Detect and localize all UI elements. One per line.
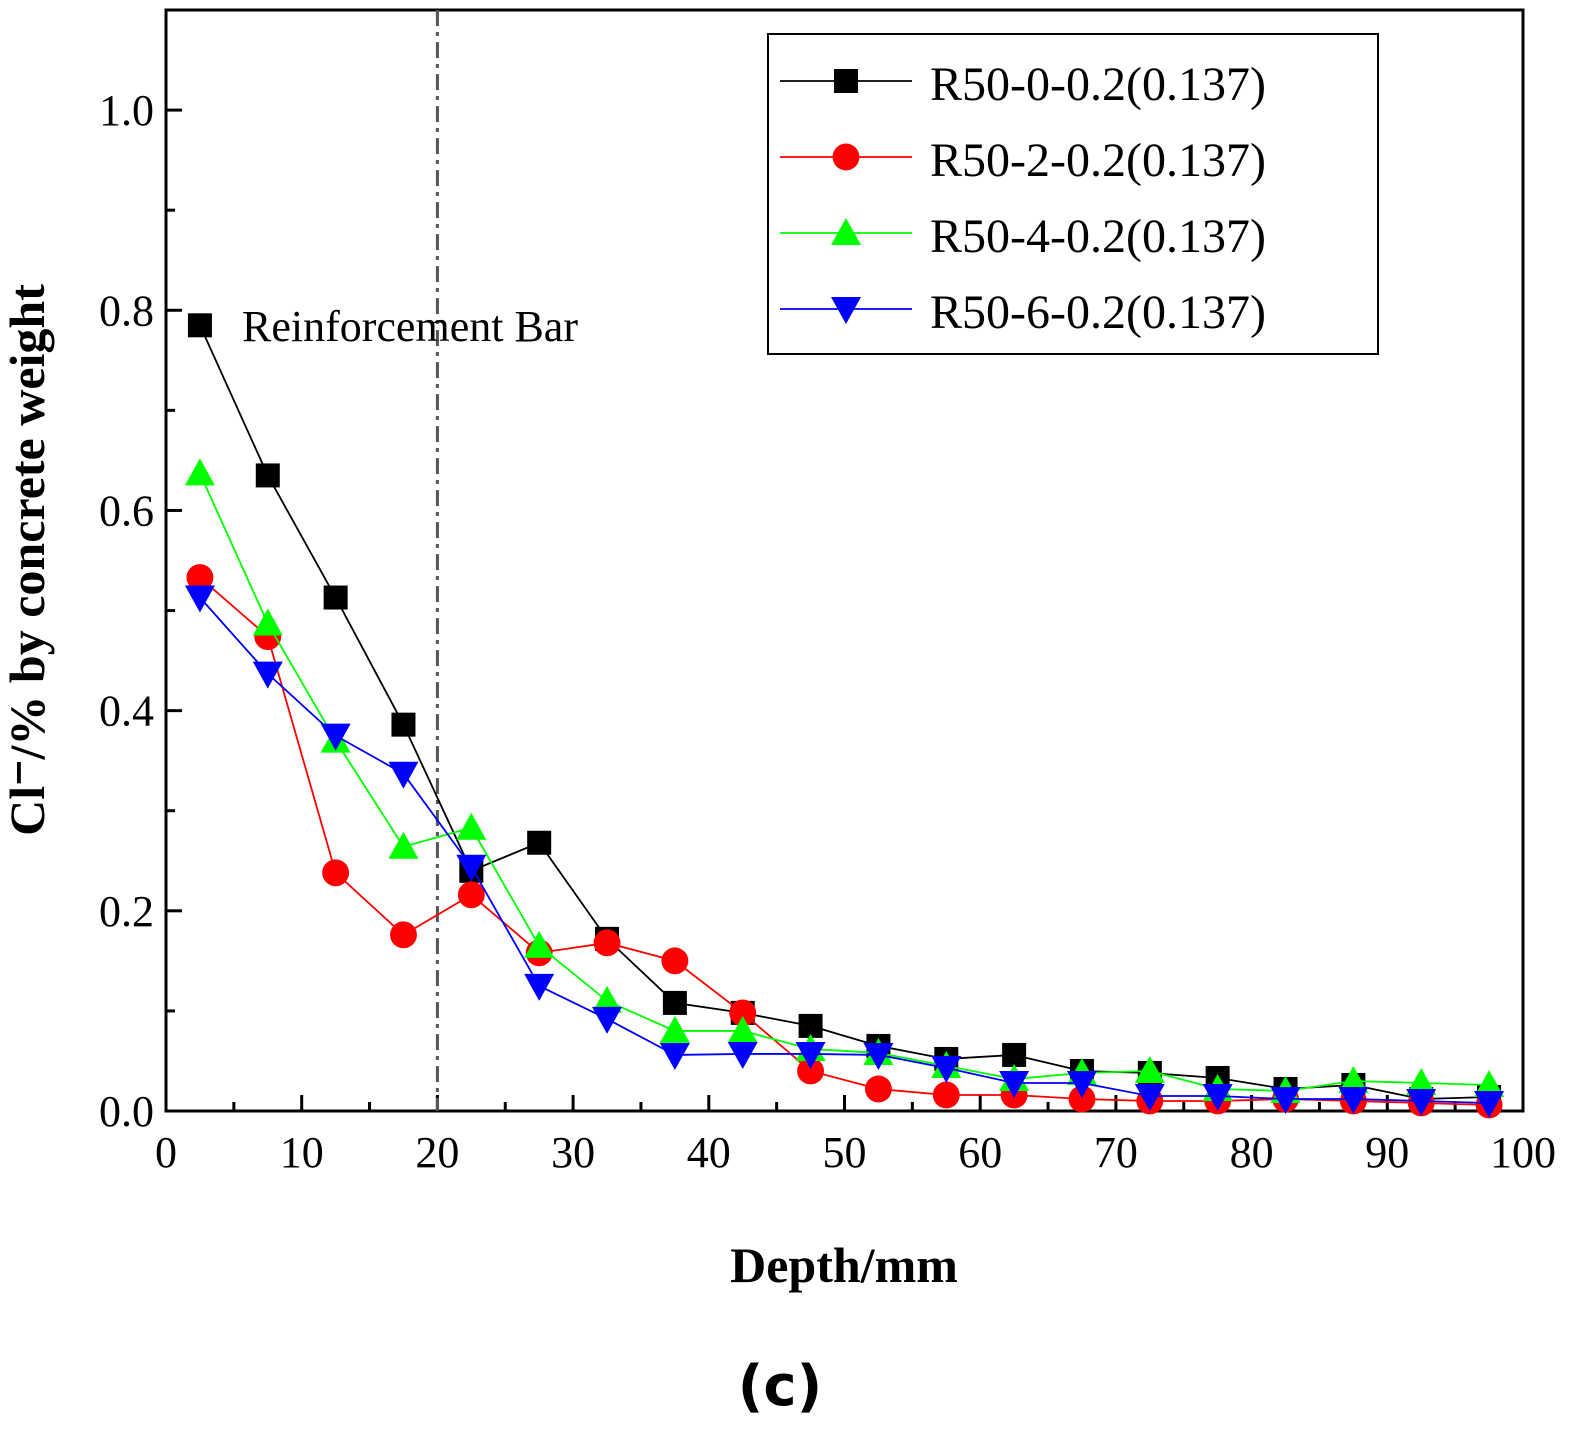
data-point	[659, 1042, 690, 1070]
y-tick-label: 0.2	[99, 887, 154, 936]
data-point	[592, 985, 623, 1013]
data-point	[727, 1041, 758, 1069]
legend-label-1: R50-0-0.2(0.137)	[930, 58, 1266, 111]
data-point	[1474, 1090, 1505, 1118]
data-point	[186, 564, 214, 591]
data-point	[1406, 1067, 1437, 1095]
data-point	[390, 921, 417, 949]
y-axis-title: Cl⁻/% by concrete weight	[0, 284, 55, 836]
data-point	[1066, 1070, 1097, 1098]
data-point	[388, 831, 419, 859]
data-point	[320, 723, 351, 751]
data-point	[727, 1015, 758, 1043]
series-line	[199, 576, 1490, 1106]
data-point	[1134, 1055, 1165, 1083]
y-tick-labels: 0.0 0.2 0.4 0.6 0.8 1.0	[99, 86, 154, 1136]
data-point	[798, 1013, 823, 1038]
x-tick-label: 30	[551, 1128, 595, 1177]
x-tick-label: 70	[1094, 1128, 1138, 1177]
data-point	[1134, 1083, 1165, 1111]
data-point	[1002, 1042, 1027, 1067]
data-point	[527, 830, 552, 855]
reinforcement-bar-label: Reinforcement Bar	[242, 302, 578, 351]
data-point	[1474, 1069, 1505, 1097]
x-tick-label: 40	[687, 1128, 731, 1177]
x-axis-title: Depth/mm	[730, 1237, 958, 1293]
data-point	[662, 990, 687, 1015]
data-point	[388, 761, 419, 789]
legend-marker	[832, 143, 860, 171]
data-point	[184, 458, 215, 486]
x-tick-label: 20	[415, 1128, 459, 1177]
series-line	[199, 473, 1490, 1092]
x-tick-label: 90	[1365, 1128, 1409, 1177]
data-point	[323, 585, 348, 610]
data-point	[659, 1015, 690, 1043]
data-point	[729, 999, 757, 1027]
legend-label-4: R50-6-0.2(0.137)	[930, 286, 1266, 339]
legend-label-2: R50-2-0.2(0.137)	[930, 134, 1266, 187]
x-tick-label: 60	[958, 1128, 1002, 1177]
data-point	[456, 854, 487, 882]
data-point	[999, 1070, 1030, 1098]
data-point	[1406, 1088, 1437, 1116]
series-1	[187, 313, 1502, 1111]
data-point	[252, 608, 283, 636]
data-point	[391, 712, 416, 737]
legend-box	[767, 33, 1379, 355]
data-point	[593, 929, 621, 957]
data-point	[1202, 1083, 1233, 1111]
data-point	[1338, 1086, 1369, 1114]
legend: R50-0-0.2(0.137) R50-2-0.2(0.137) R50-4-…	[767, 33, 1379, 355]
data-point	[795, 1041, 826, 1069]
data-point	[1068, 1085, 1096, 1113]
data-point	[864, 1075, 892, 1103]
y-tick-label: 0.8	[99, 286, 154, 335]
legend-marker	[831, 218, 861, 245]
data-point	[661, 947, 689, 975]
x-tick-label: 50	[823, 1128, 867, 1177]
data-point	[252, 661, 283, 689]
series-line	[199, 324, 1490, 1100]
y-tick-label: 0.0	[99, 1087, 154, 1136]
legend-items	[780, 69, 912, 324]
data-point	[932, 1081, 960, 1109]
data-point	[592, 1006, 623, 1034]
data-point	[184, 585, 215, 613]
y-tick-label: 0.6	[99, 486, 154, 535]
x-tick-label: 10	[280, 1128, 324, 1177]
data-point	[524, 930, 555, 958]
x-tick-label: 100	[1490, 1128, 1556, 1177]
y-tick-label: 0.4	[99, 687, 154, 736]
data-point	[797, 1057, 825, 1085]
data-point	[1338, 1065, 1369, 1093]
x-tick-labels: 0 10 20 30 40 50 60 70 80 90 100	[155, 1128, 1556, 1177]
series-group	[184, 313, 1505, 1119]
data-point	[931, 1055, 962, 1083]
legend-marker	[831, 297, 861, 324]
x-tick-label: 80	[1230, 1128, 1274, 1177]
legend-marker	[834, 69, 858, 93]
data-point	[322, 859, 350, 887]
data-point	[863, 1042, 894, 1070]
data-point	[457, 881, 485, 909]
series-4	[184, 585, 1505, 1118]
x-tick-label: 0	[155, 1128, 177, 1177]
series-3	[184, 458, 1505, 1103]
data-point	[255, 463, 280, 488]
legend-label-3: R50-4-0.2(0.137)	[930, 210, 1266, 263]
data-point	[456, 812, 487, 840]
y-tick-label: 1.0	[99, 86, 154, 135]
panel-label: (c)	[738, 1354, 822, 1419]
axis-ticks	[164, 8, 1525, 1113]
series-line	[199, 596, 1490, 1104]
data-point	[187, 313, 212, 338]
data-point	[524, 973, 555, 1001]
data-point	[1270, 1086, 1301, 1114]
